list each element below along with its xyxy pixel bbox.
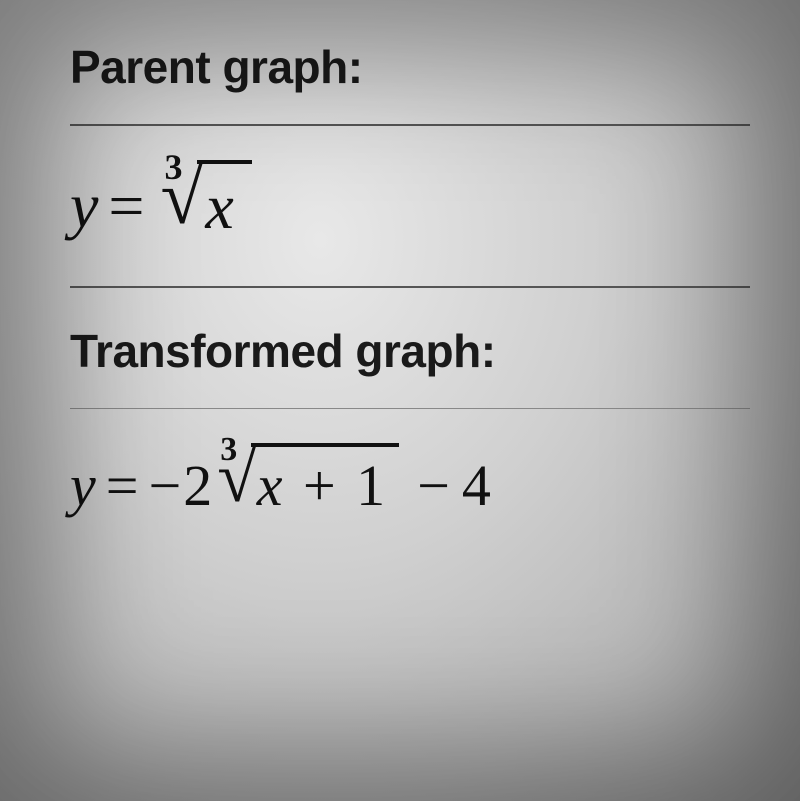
radicand: x + 1 bbox=[251, 443, 399, 519]
tail-const: 4 bbox=[462, 452, 491, 519]
plus-sign: + bbox=[297, 453, 342, 518]
parent-equation: y = 3 √ x bbox=[70, 164, 750, 248]
eq-equals: = bbox=[98, 169, 154, 243]
parent-equation-row: y = 3 √ x bbox=[70, 126, 750, 286]
eq-lhs: y bbox=[70, 169, 98, 243]
coefficient: 2 bbox=[183, 452, 212, 519]
cube-root: 3 √ x bbox=[161, 164, 252, 248]
cube-root: 3 √ x + 1 bbox=[218, 447, 399, 523]
worksheet-content: Parent graph: y = 3 √ x Transformed grap… bbox=[0, 0, 800, 561]
transformed-graph-heading: Transformed graph: bbox=[70, 324, 750, 378]
radicand-const: 1 bbox=[356, 453, 385, 518]
radicand: x bbox=[197, 160, 251, 244]
minus-sign: − bbox=[399, 452, 462, 519]
transformed-equation: y = − 2 3 √ x + 1 − 4 bbox=[70, 447, 750, 523]
eq-lhs: y bbox=[70, 452, 96, 519]
radicand-var: x bbox=[257, 453, 283, 518]
transformed-equation-row: y = − 2 3 √ x + 1 − 4 bbox=[70, 409, 750, 561]
parent-graph-heading: Parent graph: bbox=[70, 40, 750, 94]
eq-equals: = bbox=[96, 452, 149, 519]
minus-sign: − bbox=[148, 452, 183, 519]
